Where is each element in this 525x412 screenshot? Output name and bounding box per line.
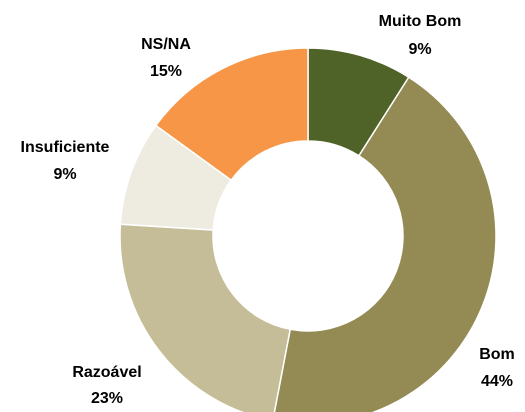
slice-value: 44%: [481, 373, 513, 390]
donut-slice: [273, 76, 497, 412]
slice-value: 15%: [150, 63, 182, 80]
slice-value: 9%: [53, 166, 76, 183]
slice-label: Bom: [479, 346, 515, 363]
slice-label: Muito Bom: [379, 13, 462, 30]
slice-label: Razoável: [72, 364, 141, 381]
slice-label: Insuficiente: [21, 139, 110, 156]
slice-label: NS/NA: [141, 36, 191, 53]
donut-slice: [119, 223, 292, 412]
slice-value: 9%: [408, 41, 431, 58]
slice-value: 23%: [91, 390, 123, 407]
donut-slice: [154, 47, 309, 182]
